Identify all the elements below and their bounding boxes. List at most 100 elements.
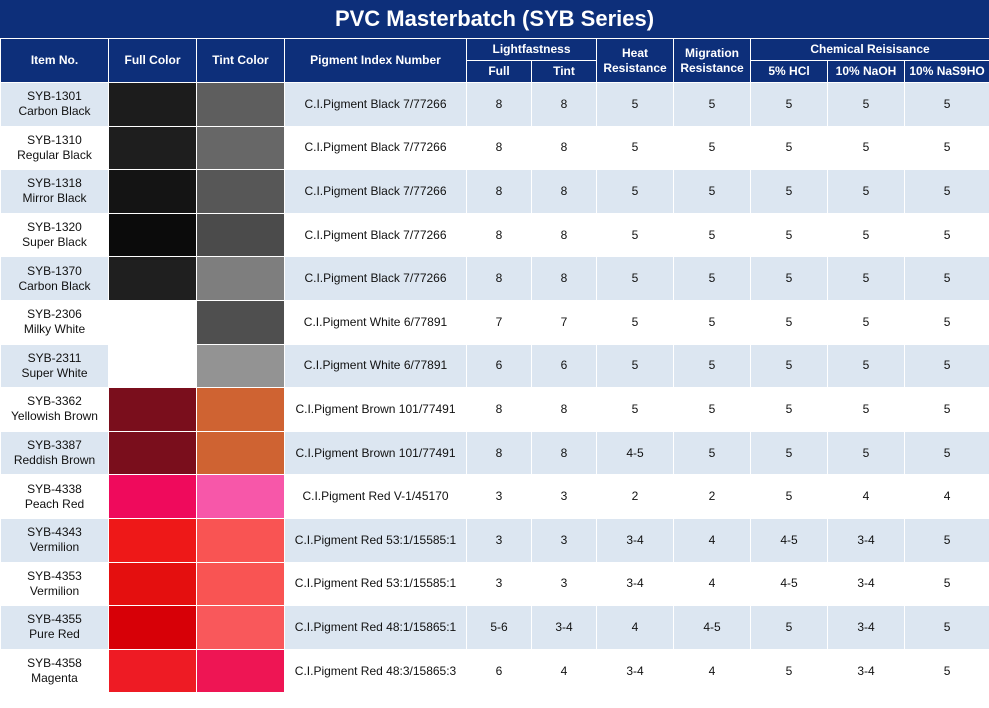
nas-resistance-cell: 5 bbox=[904, 212, 989, 258]
naoh-resistance-cell: 5 bbox=[827, 343, 906, 389]
item-name: Carbon Black bbox=[18, 104, 91, 119]
heat-resistance-cell: 5 bbox=[596, 299, 675, 345]
pigment-index-cell: C.I.Pigment Brown 101/77491 bbox=[284, 387, 467, 432]
tint-color-swatch bbox=[196, 561, 285, 607]
nas-resistance-cell: 5 bbox=[904, 82, 989, 127]
hcl-resistance-cell: 5 bbox=[750, 299, 829, 345]
item-cell: SYB-4358 Magenta bbox=[0, 648, 109, 694]
header-nas: 10% NaS9HO bbox=[904, 60, 989, 83]
table-row: SYB-1310 Regular Black C.I.Pigment Black 7… bbox=[0, 125, 989, 171]
hcl-resistance-cell: 5 bbox=[750, 343, 829, 389]
item-cell: SYB-4343 Vermilion bbox=[0, 517, 109, 563]
full-color-swatch bbox=[108, 648, 197, 694]
migration-resistance-cell: 5 bbox=[673, 299, 752, 345]
hcl-resistance-cell: 4-5 bbox=[750, 517, 829, 563]
table-row: SYB-4355 Pure Red C.I.Pigment Red 48:1/158… bbox=[0, 605, 989, 650]
table-row: SYB-2311 Super White C.I.Pigment White 6/7… bbox=[0, 343, 989, 389]
item-code: SYB-1318 bbox=[27, 176, 82, 191]
naoh-resistance-cell: 5 bbox=[827, 299, 906, 345]
lightfastness-full-cell: 5-6 bbox=[466, 605, 532, 650]
header-heat-resistance: Heat Resistance bbox=[596, 38, 675, 83]
pigment-index-cell: C.I.Pigment Red 53:1/15585:1 bbox=[284, 561, 467, 607]
tint-color-swatch bbox=[196, 299, 285, 345]
table-row: SYB-1318 Mirror Black C.I.Pigment Black 7/… bbox=[0, 169, 989, 214]
table-row: SYB-1320 Super Black C.I.Pigment Black 7/7… bbox=[0, 212, 989, 258]
lightfastness-tint-cell: 7 bbox=[530, 299, 598, 345]
item-code: SYB-4343 bbox=[27, 525, 82, 540]
pigment-index-cell: C.I.Pigment Black 7/77266 bbox=[284, 212, 467, 258]
tint-color-swatch bbox=[196, 517, 285, 563]
nas-resistance-cell: 5 bbox=[904, 430, 989, 476]
full-color-swatch bbox=[108, 169, 197, 214]
full-color-swatch bbox=[108, 605, 197, 650]
lightfastness-tint-cell: 3-4 bbox=[530, 605, 598, 650]
item-cell: SYB-1370 Carbon Black bbox=[0, 256, 109, 301]
naoh-resistance-cell: 5 bbox=[827, 256, 906, 301]
heat-resistance-cell: 5 bbox=[596, 169, 675, 214]
item-code: SYB-2311 bbox=[27, 350, 82, 365]
full-color-swatch bbox=[108, 474, 197, 519]
naoh-resistance-cell: 3-4 bbox=[827, 648, 906, 694]
hcl-resistance-cell: 5 bbox=[750, 474, 829, 519]
lightfastness-full-cell: 3 bbox=[466, 517, 532, 563]
hcl-resistance-cell: 4-5 bbox=[750, 561, 829, 607]
item-code: SYB-4355 bbox=[27, 612, 82, 627]
full-color-swatch bbox=[108, 82, 197, 127]
lightfastness-tint-cell: 3 bbox=[530, 517, 598, 563]
full-color-swatch bbox=[108, 430, 197, 476]
nas-resistance-cell: 5 bbox=[904, 343, 989, 389]
table-row: SYB-4338 Peach Red C.I.Pigment Red V-1/451… bbox=[0, 474, 989, 519]
header-naoh: 10% NaOH bbox=[827, 60, 906, 83]
lightfastness-full-cell: 8 bbox=[466, 256, 532, 301]
naoh-resistance-cell: 5 bbox=[827, 387, 906, 432]
pigment-index-cell: C.I.Pigment White 6/77891 bbox=[284, 343, 467, 389]
hcl-resistance-cell: 5 bbox=[750, 125, 829, 171]
lightfastness-full-cell: 8 bbox=[466, 125, 532, 171]
naoh-resistance-cell: 5 bbox=[827, 430, 906, 476]
item-cell: SYB-2311 Super White bbox=[0, 343, 109, 389]
full-color-swatch bbox=[108, 561, 197, 607]
item-cell: SYB-3362 Yellowish Brown bbox=[0, 387, 109, 432]
item-name: Vermilion bbox=[29, 583, 80, 598]
heat-resistance-cell: 3-4 bbox=[596, 648, 675, 694]
hcl-resistance-cell: 5 bbox=[750, 430, 829, 476]
lightfastness-tint-cell: 8 bbox=[530, 212, 598, 258]
header-lf-tint: Tint bbox=[530, 60, 598, 83]
heat-resistance-cell: 5 bbox=[596, 256, 675, 301]
tint-color-swatch bbox=[196, 256, 285, 301]
table-row: SYB-3362 Yellowish Brown C.I.Pigment Brown… bbox=[0, 387, 989, 432]
item-name: Peach Red bbox=[24, 496, 85, 511]
full-color-swatch bbox=[108, 517, 197, 563]
hcl-resistance-cell: 5 bbox=[750, 387, 829, 432]
pigment-index-cell: C.I.Pigment Black 7/77266 bbox=[284, 169, 467, 214]
item-code: SYB-4358 bbox=[27, 656, 82, 671]
lightfastness-tint-cell: 8 bbox=[530, 256, 598, 301]
tint-color-swatch bbox=[196, 343, 285, 389]
migration-resistance-cell: 4 bbox=[673, 648, 752, 694]
migration-resistance-cell: 5 bbox=[673, 82, 752, 127]
header-chemical-resistance: Chemical Reisisance bbox=[750, 38, 989, 61]
item-name: Regular Black bbox=[17, 147, 92, 162]
hcl-resistance-cell: 5 bbox=[750, 648, 829, 694]
hcl-resistance-cell: 5 bbox=[750, 169, 829, 214]
lightfastness-full-cell: 8 bbox=[466, 387, 532, 432]
nas-resistance-cell: 5 bbox=[904, 517, 989, 563]
item-cell: SYB-2306 Milky White bbox=[0, 299, 109, 345]
header-lightfastness: Lightfastness bbox=[465, 38, 598, 61]
heat-resistance-cell: 4-5 bbox=[596, 430, 675, 476]
heat-resistance-cell: 4 bbox=[596, 605, 675, 650]
migration-resistance-cell: 5 bbox=[673, 430, 752, 476]
naoh-resistance-cell: 3-4 bbox=[827, 605, 906, 650]
lightfastness-tint-cell: 3 bbox=[530, 474, 598, 519]
header-item-no: Item No. bbox=[0, 38, 109, 83]
full-color-swatch bbox=[108, 387, 197, 432]
lightfastness-full-cell: 7 bbox=[466, 299, 532, 345]
item-code: SYB-3387 bbox=[27, 438, 82, 453]
migration-resistance-cell: 5 bbox=[673, 125, 752, 171]
item-name: Reddish Brown bbox=[13, 453, 96, 468]
item-name: Yellowish Brown bbox=[11, 409, 98, 424]
item-name: Carbon Black bbox=[18, 278, 91, 293]
heat-resistance-cell: 5 bbox=[596, 212, 675, 258]
item-code: SYB-1301 bbox=[27, 89, 82, 104]
item-name: Vermilion bbox=[29, 540, 80, 555]
